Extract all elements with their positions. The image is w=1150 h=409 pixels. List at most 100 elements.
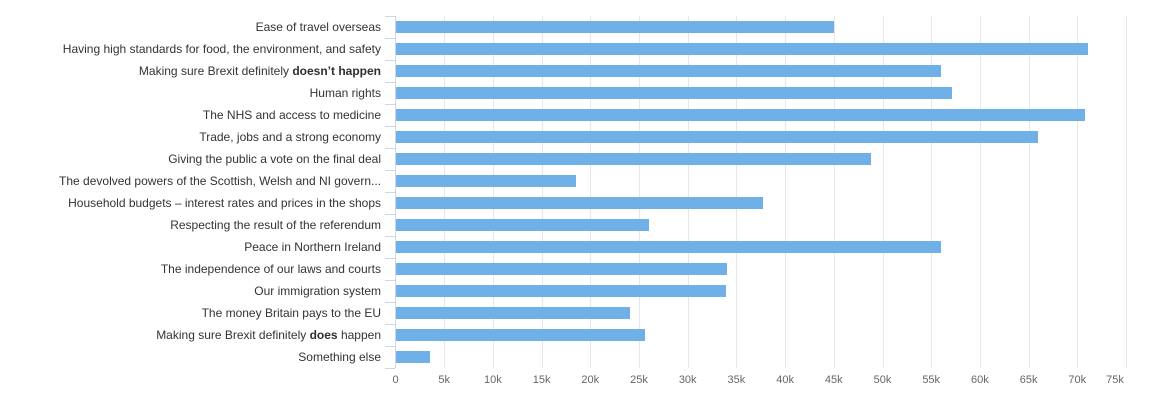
category-label-text: Making sure Brexit definitely — [138, 64, 293, 78]
category-label: Having high standards for food, the envi… — [0, 38, 381, 60]
gridline-45k — [833, 16, 835, 368]
category-label: Peace in Northern Ireland — [0, 236, 381, 258]
category-label-text: Human rights — [309, 86, 381, 100]
category-axis-tick — [385, 126, 395, 127]
category-label-text: happen — [337, 328, 381, 342]
category-label-text: The NHS and access to medicine — [202, 108, 381, 122]
bar[interactable] — [396, 87, 952, 99]
bar[interactable] — [396, 131, 1038, 143]
category-label: The devolved powers of the Scottish, Wel… — [0, 170, 381, 192]
x-axis-label: 40k — [776, 374, 794, 386]
x-axis-label: 15k — [532, 374, 551, 386]
gridline-25k — [639, 16, 640, 368]
x-axis-label: 5k — [438, 374, 450, 386]
category-label: Human rights — [0, 82, 381, 104]
gridline-70k — [1077, 16, 1079, 368]
bar[interactable] — [396, 241, 941, 253]
category-label: The NHS and access to medicine — [0, 104, 381, 126]
category-label: Respecting the result of the referendum — [0, 214, 381, 236]
category-axis-tick — [385, 280, 395, 281]
x-axis-label: 25k — [630, 374, 648, 386]
bar[interactable] — [396, 109, 1085, 121]
category-label: Our immigration system — [0, 280, 381, 302]
category-label-text: The independence of our laws and courts — [160, 262, 381, 276]
category-label: The money Britain pays to the EU — [0, 302, 381, 324]
bar[interactable] — [396, 175, 576, 187]
bar[interactable] — [396, 329, 645, 341]
category-axis-tick — [385, 60, 395, 61]
gridline-40k — [785, 16, 787, 368]
category-label-text: The money Britain pays to the EU — [201, 306, 381, 320]
gridline-5k — [444, 16, 446, 368]
bar[interactable] — [396, 43, 1088, 55]
category-label: Giving the public a vote on the final de… — [0, 148, 381, 170]
category-label-text: Respecting the result of the referendum — [170, 218, 381, 232]
category-label-text: Having high standards for food, the envi… — [62, 42, 381, 56]
bar[interactable] — [396, 351, 430, 363]
category-label: Ease of travel overseas — [0, 16, 381, 38]
category-label-text: Giving the public a vote on the final de… — [168, 152, 381, 166]
x-axis-label: 50k — [873, 374, 892, 386]
bar[interactable] — [396, 197, 763, 209]
category-axis-tick — [385, 258, 395, 259]
x-axis-label: 10k — [484, 374, 502, 386]
category-label: Trade, jobs and a strong economy — [0, 126, 381, 148]
bar[interactable] — [396, 153, 871, 165]
gridline-60k — [979, 16, 981, 368]
category-label-text: Making sure Brexit definitely — [156, 328, 310, 342]
category-axis-tick — [385, 214, 395, 215]
category-axis-tick — [385, 104, 395, 105]
category-label: The independence of our laws and courts — [0, 258, 381, 280]
category-label-text: Ease of travel overseas — [255, 20, 381, 34]
category-label-text: Our immigration system — [254, 284, 381, 298]
x-axis-label: 70k — [1068, 374, 1087, 386]
bar[interactable] — [396, 263, 727, 275]
bar[interactable] — [396, 285, 726, 297]
x-axis-label: 20k — [581, 374, 600, 386]
category-label-text: Household budgets – interest rates and p… — [68, 196, 381, 210]
x-axis-label: 65k — [1019, 374, 1038, 386]
category-label: Making sure Brexit definitely doesn’t ha… — [0, 60, 381, 82]
category-label-text: Something else — [298, 350, 381, 364]
x-axis-label: 35k — [727, 374, 746, 386]
x-axis-label: 0 — [392, 374, 399, 386]
gridline-15k — [541, 16, 543, 368]
bar[interactable] — [396, 21, 834, 33]
x-axis-label: 30k — [678, 374, 697, 386]
bar[interactable] — [396, 65, 941, 77]
category-axis-line — [395, 16, 396, 368]
category-axis-tick — [385, 346, 395, 347]
gridline-10k — [492, 16, 494, 368]
x-axis-label: 75k — [1106, 374, 1124, 386]
x-axis-label: 45k — [824, 374, 843, 386]
gridline-20k — [590, 16, 592, 368]
category-label: Household budgets – interest rates and p… — [0, 192, 381, 214]
category-label: Something else — [0, 346, 381, 368]
category-axis-tick — [385, 368, 395, 369]
category-label-bold-text: doesn’t happen — [292, 64, 381, 78]
gridline-30k — [687, 16, 689, 368]
category-axis-tick — [385, 324, 395, 325]
gridline-55k — [931, 16, 933, 368]
category-axis-tick — [385, 148, 395, 149]
category-axis-tick — [385, 192, 395, 193]
x-axis-label: 55k — [922, 374, 941, 386]
category-axis-tick — [385, 16, 395, 17]
category-axis-tick — [385, 236, 395, 237]
category-label: Making sure Brexit definitely does happe… — [0, 324, 381, 346]
gridline-50k — [882, 16, 884, 368]
bar[interactable] — [396, 307, 630, 319]
category-axis-tick — [385, 82, 395, 83]
category-label-bold-text: does — [309, 328, 338, 342]
category-label-text: The devolved powers of the Scottish, Wel… — [59, 174, 381, 188]
gridline-75k — [1126, 16, 1127, 368]
bar[interactable] — [396, 219, 649, 231]
gridline-35k — [736, 16, 738, 368]
category-axis-tick — [385, 302, 395, 303]
category-axis-tick — [385, 170, 395, 171]
x-axis-label: 60k — [971, 374, 989, 386]
category-label-text: Trade, jobs and a strong economy — [199, 130, 381, 144]
category-label-text: Peace in Northern Ireland — [244, 240, 381, 254]
category-axis-tick — [385, 38, 395, 39]
